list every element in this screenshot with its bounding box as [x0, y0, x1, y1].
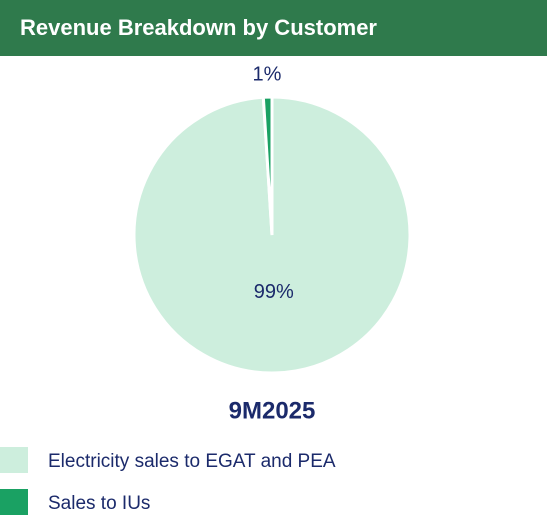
legend-label: Electricity sales to EGAT and PEA — [48, 451, 336, 472]
data-label: 99% — [254, 281, 294, 303]
header-bar — [0, 0, 547, 56]
pie-slice — [261, 95, 274, 236]
chart-subtitle: 9M2025 — [229, 397, 316, 424]
legend-swatch — [0, 489, 28, 515]
legend-label: Sales to IUs — [48, 493, 150, 514]
chart-title: Revenue Breakdown by Customer — [20, 15, 377, 40]
legend-swatch — [0, 447, 28, 473]
data-label: 1% — [253, 63, 282, 85]
